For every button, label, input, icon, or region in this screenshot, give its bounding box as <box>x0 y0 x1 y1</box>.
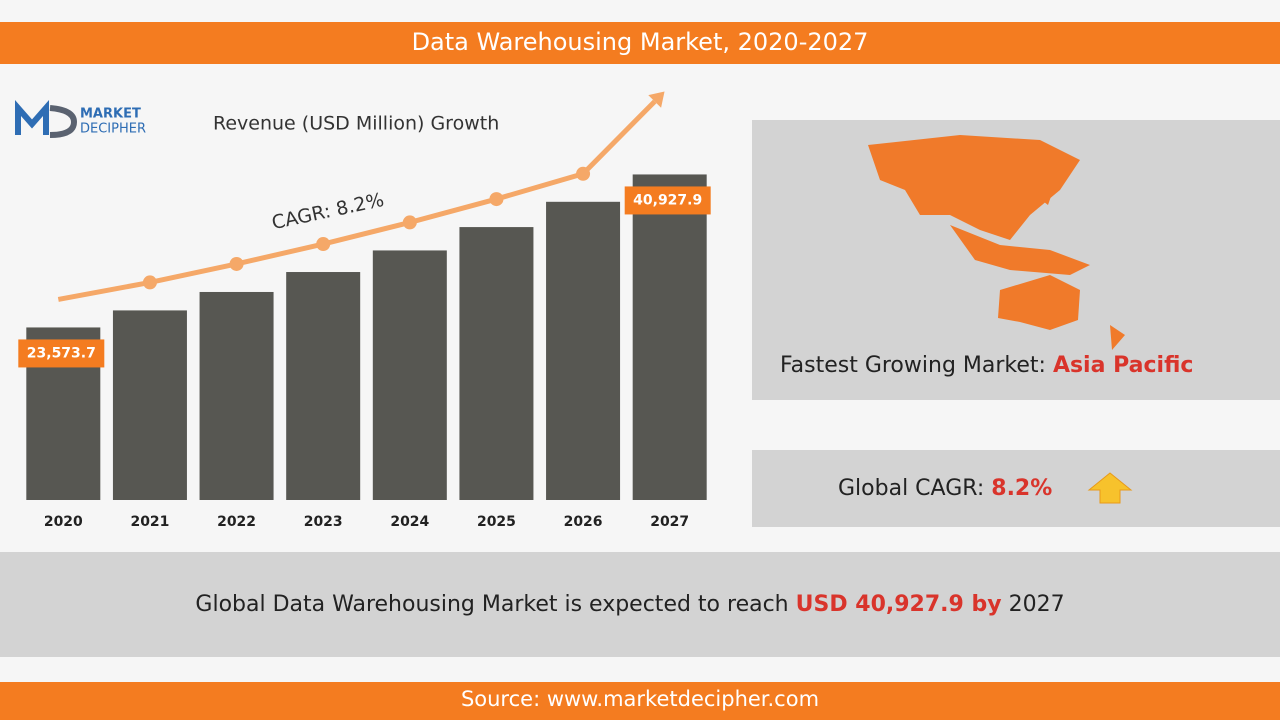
plot: 2020 2021 2022 2023 2024 2025 2026 2027 23,573.7… <box>18 91 711 530</box>
x-tick-label: 2020 <box>44 514 83 530</box>
trend-dot <box>142 275 157 290</box>
chart-subtitle: Revenue (USD Million) Growth <box>213 113 499 135</box>
bar <box>286 272 361 500</box>
logo-text: MARKET <box>80 107 141 122</box>
title-bar <box>0 22 1280 64</box>
x-tick-label: 2024 <box>390 514 429 530</box>
x-tick-label: 2023 <box>304 514 343 530</box>
x-tick-label: 2022 <box>217 514 256 530</box>
bar <box>199 291 274 500</box>
x-tick-label: 2026 <box>564 514 603 530</box>
cagr-panel <box>752 450 1280 527</box>
trend-dot <box>576 166 591 181</box>
summary-highlight: USD 40,927.9 by <box>796 592 1002 617</box>
trend-dot <box>402 215 417 230</box>
bar <box>546 201 621 501</box>
logo: MARKET DECIPHER <box>15 100 146 138</box>
map-region <box>1035 165 1055 205</box>
bar <box>372 250 447 500</box>
logo-mark <box>15 100 49 135</box>
map-region <box>868 135 1080 240</box>
summary-year: 2027 <box>1002 592 1065 617</box>
source-bar <box>0 682 1280 720</box>
logo-text: DECIPHER <box>80 122 146 137</box>
x-tick-label: 2027 <box>650 514 689 530</box>
bar <box>112 310 187 500</box>
map-region <box>1110 325 1125 350</box>
value-label-box <box>624 186 711 215</box>
fastest-label: Fastest Growing Market: <box>780 353 1053 378</box>
logo-mark <box>49 105 78 138</box>
up-arrow <box>1087 472 1133 504</box>
trend-dot <box>229 256 244 271</box>
value-label: 23,573.7 <box>27 345 96 361</box>
value-label-box <box>18 339 105 368</box>
map-region <box>950 225 1090 275</box>
summary-band <box>0 552 1280 657</box>
asia-pacific-map <box>868 135 1125 350</box>
trend-dot <box>316 237 331 252</box>
chart-title: Data Warehousing Market, 2020-2027 <box>412 28 869 56</box>
summary-text: Global Data Warehousing Market is expect… <box>195 592 795 617</box>
fastest-value: Asia Pacific <box>1053 353 1193 378</box>
x-tick-label: 2021 <box>130 514 169 530</box>
map-region <box>998 275 1080 330</box>
global-cagr: Global CAGR: 8.2% <box>838 476 1052 501</box>
summary: Global Data Warehousing Market is expect… <box>195 592 1064 617</box>
bar <box>459 227 534 500</box>
trend-line <box>57 99 657 302</box>
source: Source: www.marketdecipher.com <box>461 687 819 711</box>
trend-arrowhead <box>648 91 665 108</box>
bar <box>632 174 707 500</box>
value-label: 40,927.9 <box>633 192 702 208</box>
cagr-label: Global CAGR: <box>838 476 991 501</box>
cagr-value: 8.2% <box>991 476 1052 501</box>
x-tick-label: 2025 <box>477 514 516 530</box>
fastest-market: Fastest Growing Market: Asia Pacific <box>780 353 1193 378</box>
trend-dot <box>489 192 504 207</box>
